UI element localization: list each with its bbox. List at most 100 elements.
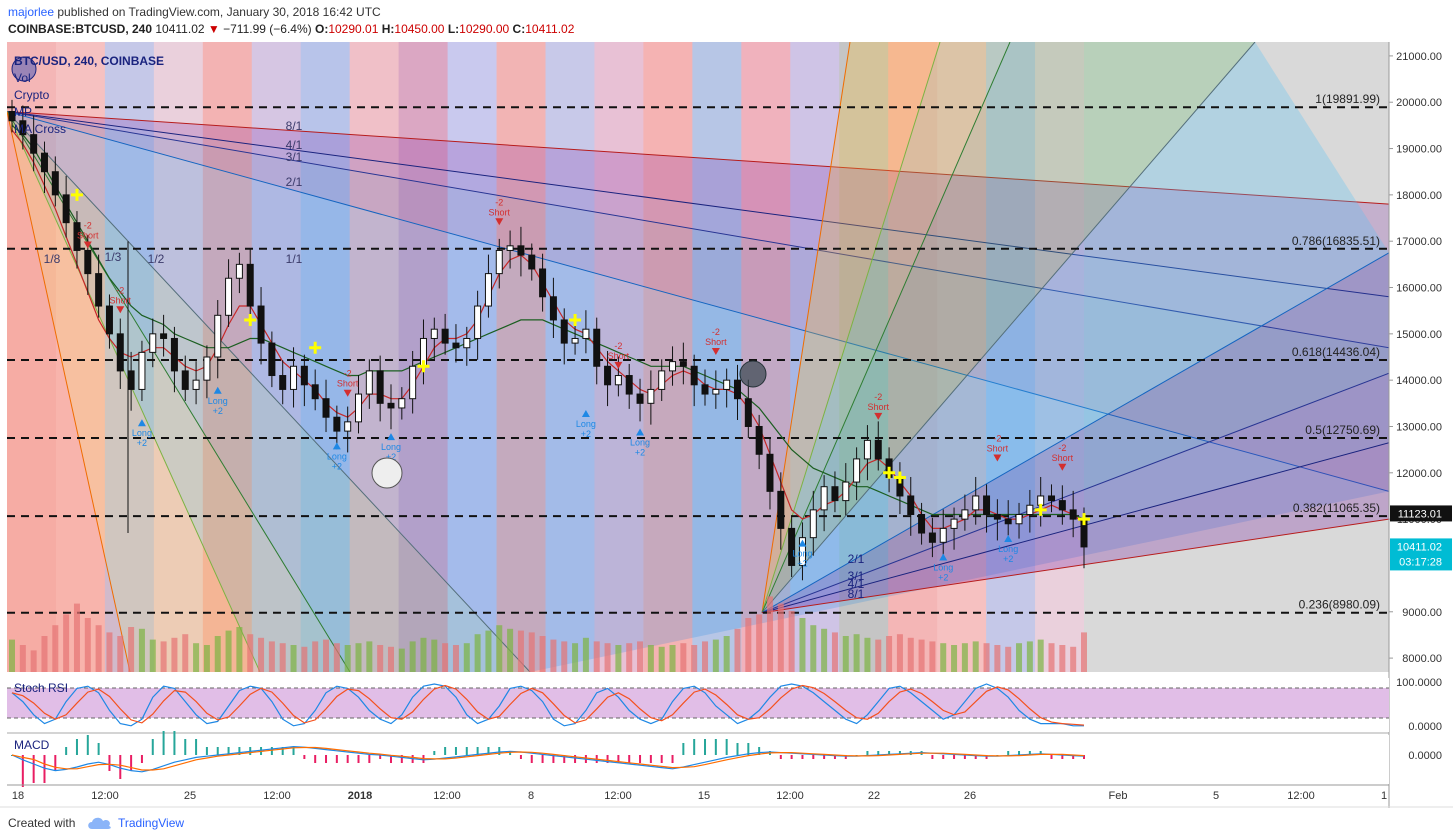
price-axis[interactable]: 21000.00 20000.00 19000.00 18000.00 17000.00… [1388, 42, 1453, 808]
volume-bar [680, 643, 687, 672]
candle-body [907, 495, 915, 515]
macd-histogram-bar [812, 755, 815, 759]
volume-bar [940, 643, 947, 672]
time-tick-label: 1 [1381, 790, 1387, 802]
chart-canvas[interactable]: -2Short-2Short-2Short-2Short-2Short-2Sho… [0, 42, 1453, 808]
chart-header: majorlee published on TradingView.com, J… [0, 0, 1453, 42]
volume-bar [875, 639, 882, 672]
volume-bar [323, 639, 330, 672]
macd-histogram-bar [801, 755, 804, 759]
long-value: +2 [137, 438, 147, 448]
fan-label: 1/1 [286, 252, 303, 266]
candle-body [116, 333, 124, 372]
price-tick-label: 18000.00 [1396, 190, 1442, 202]
macd-signal-line [11, 746, 1085, 771]
macd-histogram-bar [65, 747, 68, 755]
volume-bar [268, 641, 275, 672]
candle-body [51, 171, 59, 196]
long-value: +2 [938, 573, 948, 583]
close-label: C: [512, 22, 526, 36]
fan-line [761, 42, 1011, 613]
candle-body [614, 375, 622, 386]
candle-body [181, 370, 189, 390]
macd-histogram-bar [465, 747, 468, 755]
long-label: Long [792, 549, 812, 559]
ma-cross-marker [893, 471, 906, 484]
volume-bar [528, 632, 535, 672]
volume-bar [452, 645, 459, 672]
macd-panel: MACD 0.0000 [7, 731, 1442, 787]
time-axis[interactable]: 18 12:00 25 12:00 2018 12:00 8 12:00 15 12:00 22 26… [0, 784, 1453, 808]
volume-bar [691, 645, 698, 672]
candle-body [939, 527, 947, 543]
short-value: -2 [1058, 443, 1066, 453]
volume-bar [214, 636, 221, 672]
macd-histogram-bar [119, 755, 122, 779]
short-value: -2 [344, 369, 352, 379]
macd-histogram-bar [368, 755, 371, 763]
fan-line [761, 42, 851, 613]
fan-label: 1/8 [44, 252, 61, 266]
fan-label: 2/1 [848, 552, 865, 566]
bg-band [55, 42, 106, 672]
volume-bar [712, 639, 719, 672]
volume-bar [1059, 645, 1066, 672]
candle-body [300, 365, 308, 386]
volume-bar [106, 632, 113, 672]
candle-body [625, 375, 633, 395]
price-tick-label: 17000.00 [1396, 236, 1442, 248]
volume-bar [160, 641, 167, 672]
long-arrow-icon [1004, 535, 1013, 543]
candle-body [604, 365, 612, 386]
long-label: Long [630, 437, 650, 447]
author-link[interactable]: majorlee [8, 5, 55, 19]
volume-bar [507, 628, 514, 672]
volume-bar [203, 645, 210, 672]
volume-bar [929, 641, 936, 672]
macd-histogram-bar [476, 747, 479, 755]
volume-bar [994, 645, 1001, 672]
macd-histogram-bar [21, 755, 24, 787]
tradingview-brand[interactable]: TradingView [118, 816, 185, 830]
volume-bar [182, 634, 189, 672]
macd-histogram-bar [346, 755, 349, 763]
candle-body [582, 328, 590, 339]
macd-histogram-bar [953, 755, 956, 759]
candle-body [853, 458, 861, 483]
volume-bar [301, 646, 308, 672]
fan-line [761, 252, 1389, 614]
macd-histogram-bar [162, 731, 165, 755]
volume-bar [398, 648, 405, 672]
price-tick-label: 21000.00 [1396, 51, 1442, 63]
ma-cross-marker [70, 188, 83, 201]
candle-body [409, 365, 417, 400]
long-arrow-icon [137, 419, 146, 427]
candle-body [593, 328, 601, 367]
chart-legend: BTC/USD, 240, COINBASE Vol Crypto MP MA Cros… [14, 54, 164, 136]
macd-histogram-bar [509, 751, 512, 755]
time-tick-label: 25 [184, 790, 196, 802]
candle-body [474, 305, 482, 339]
fan-line [7, 111, 261, 672]
volume-bar [734, 628, 741, 672]
volume-bar [1081, 632, 1087, 672]
volume-bar [333, 643, 340, 672]
volume-bar [431, 639, 438, 672]
short-label: Short [489, 207, 511, 217]
low-value: 10290.00 [459, 22, 510, 36]
macd-histogram-bar [779, 755, 782, 759]
candle-body [636, 393, 644, 404]
candle-body [127, 370, 135, 390]
low-label: L: [447, 22, 460, 36]
mp-circle-marker [739, 360, 767, 388]
long-label: Long [933, 563, 953, 573]
bg-band [153, 42, 204, 672]
fan-line [761, 372, 1389, 614]
volume-bar [344, 645, 351, 672]
macd-histogram-bar [151, 739, 154, 755]
candle-body [1037, 495, 1045, 506]
fan-label: 4/1 [848, 577, 865, 591]
time-tick-label: 2018 [348, 790, 372, 802]
volume-bar [1037, 639, 1044, 672]
volume-bar [279, 643, 286, 672]
